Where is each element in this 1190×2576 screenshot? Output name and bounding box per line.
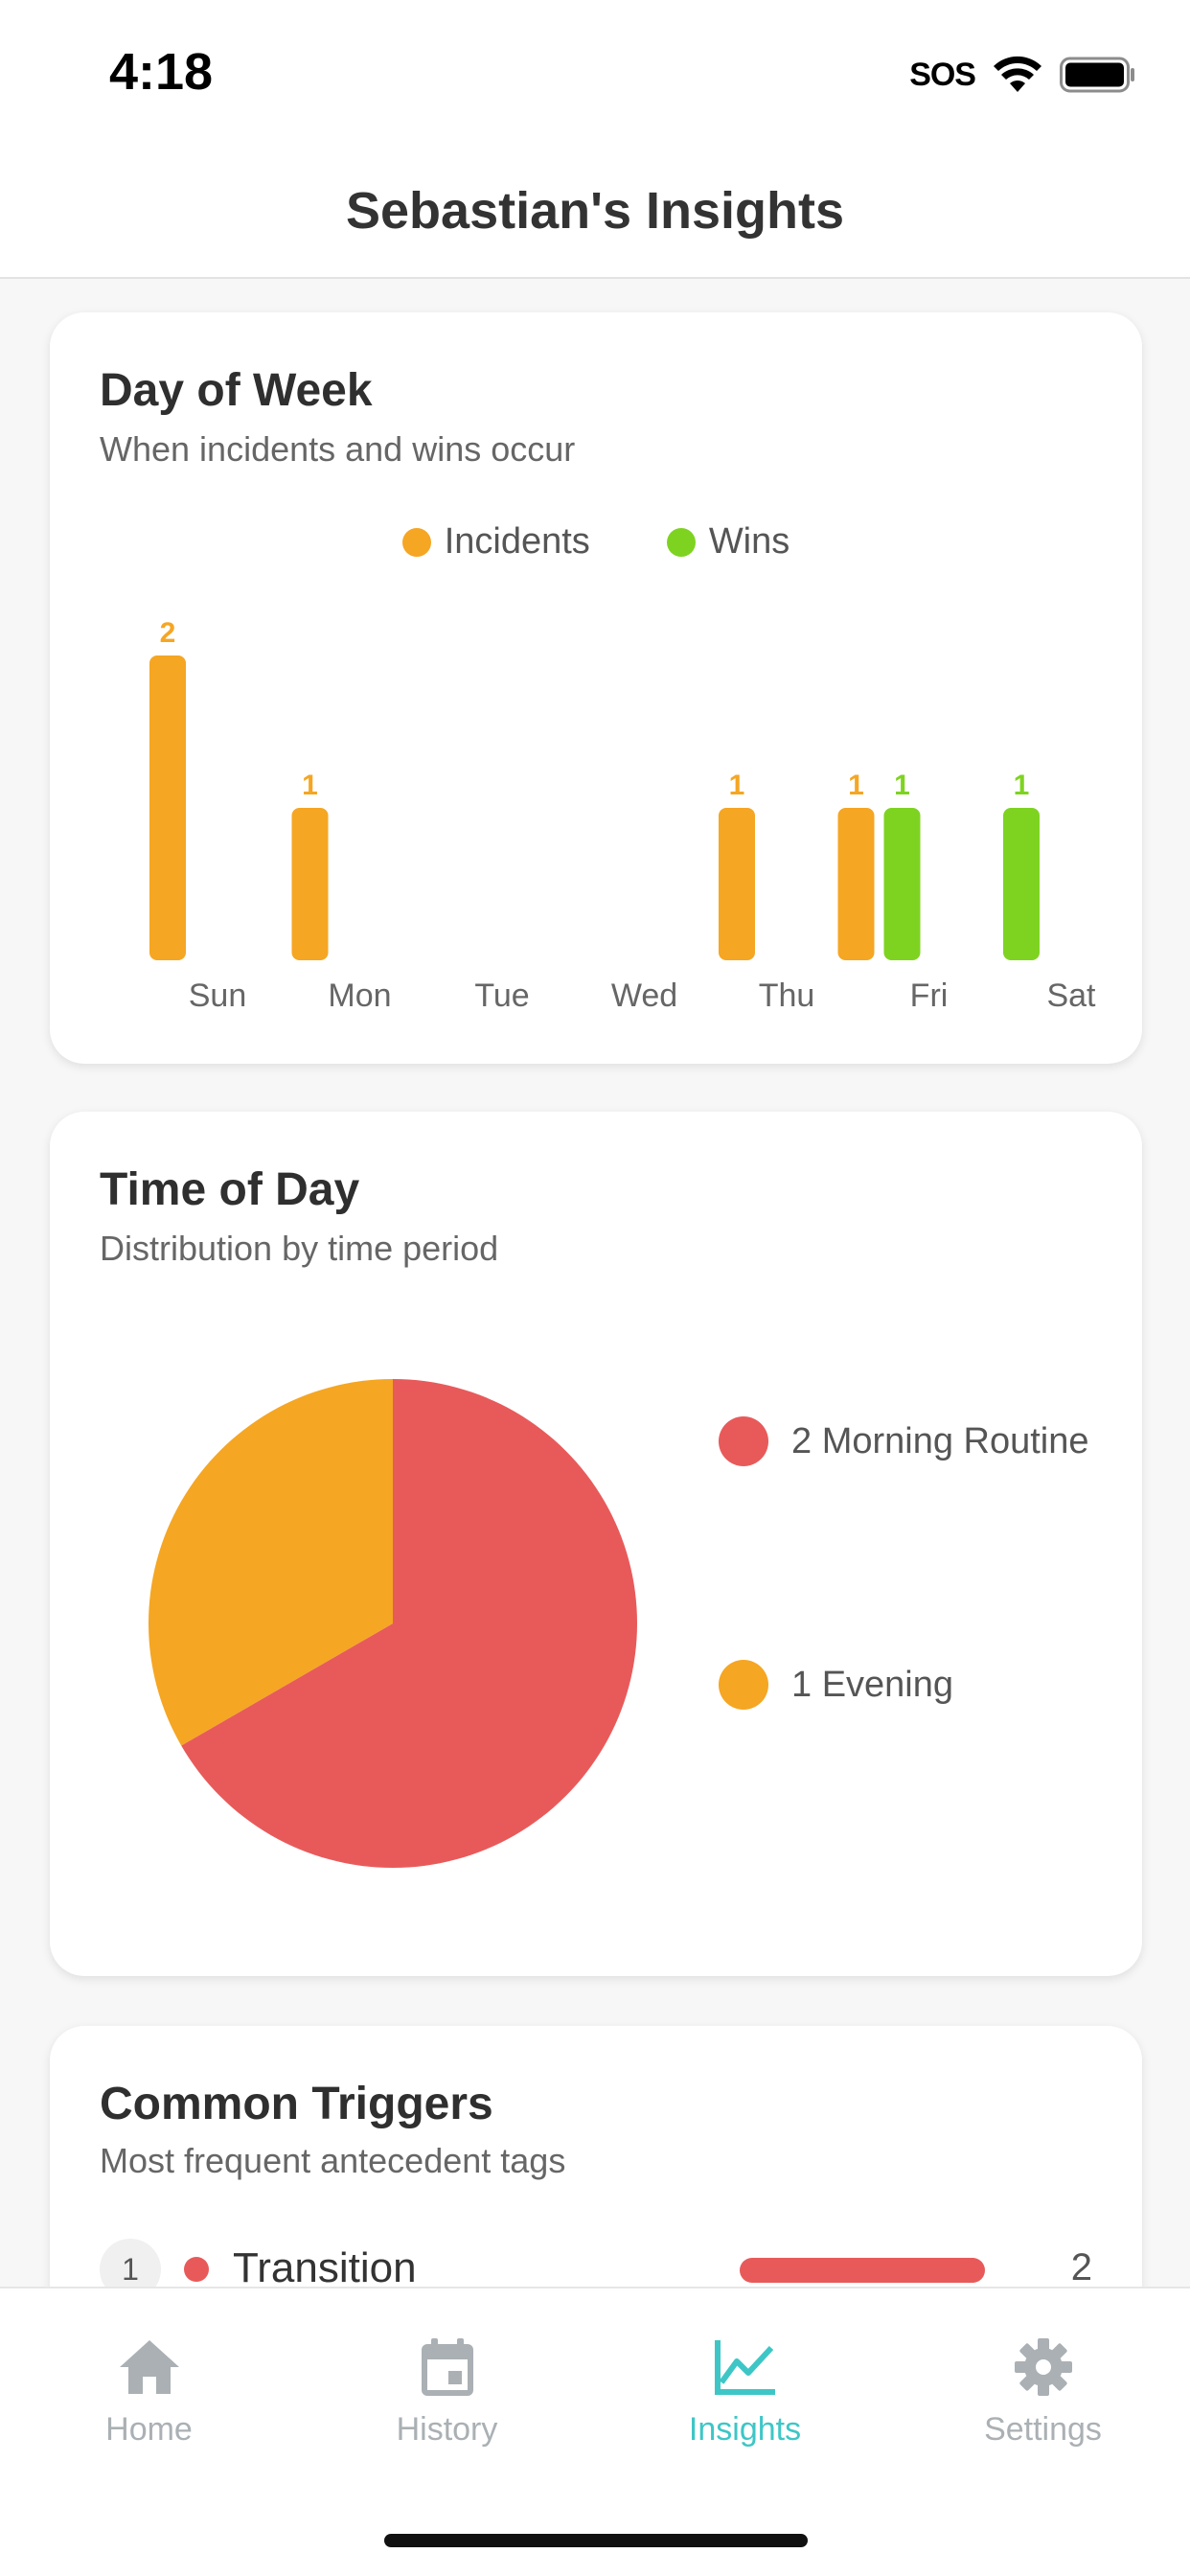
trigger-bar-fill bbox=[740, 2258, 985, 2283]
gear-icon bbox=[1014, 2338, 1072, 2396]
trigger-list-item[interactable]: 1 Transition 2 bbox=[50, 2231, 1142, 2308]
home-icon bbox=[119, 2340, 179, 2394]
status-time: 4:18 bbox=[109, 43, 214, 101]
tab-settings[interactable]: Settings bbox=[894, 2336, 1190, 2449]
bar-value-label: 2 bbox=[160, 617, 176, 649]
home-indicator bbox=[384, 2534, 808, 2547]
time-of-day-title: Time of Day bbox=[100, 1164, 360, 1215]
time-of-day-subtitle: Distribution by time period bbox=[100, 1229, 499, 1268]
page-header: Sebastian's Insights bbox=[0, 144, 1190, 279]
page-title: Sebastian's Insights bbox=[346, 181, 844, 240]
tab-bar: Home History Insights bbox=[0, 2287, 1190, 2576]
status-bar: 4:18 SOS bbox=[0, 0, 1190, 144]
sos-indicator: SOS bbox=[909, 56, 976, 93]
x-tick-wed: Wed bbox=[611, 978, 677, 1014]
morning-dot bbox=[719, 1416, 768, 1466]
x-tick-sat: Sat bbox=[1046, 978, 1096, 1014]
day-of-week-card: Day of Week When incidents and wins occu… bbox=[50, 312, 1142, 1064]
evening-dot bbox=[719, 1660, 768, 1710]
bar-incidents-thu bbox=[719, 808, 755, 960]
day-of-week-subtitle: When incidents and wins occur bbox=[100, 429, 576, 469]
common-triggers-subtitle: Most frequent antecedent tags bbox=[100, 2141, 566, 2180]
legend-wins-label: Wins bbox=[708, 521, 790, 562]
bar-incidents-sun bbox=[149, 656, 186, 960]
tab-home-label: Home bbox=[105, 2411, 193, 2448]
bar-value-label: 1 bbox=[302, 770, 318, 801]
legend-incidents: Incidents bbox=[401, 521, 590, 563]
pie-legend-morning: 2 Morning Routine bbox=[719, 1416, 1142, 1466]
status-icons: SOS bbox=[909, 54, 1136, 96]
pie-legend-evening-label: 1 Evening bbox=[791, 1664, 954, 1705]
bar-incidents-fri bbox=[837, 808, 875, 960]
pie-slice-1 bbox=[148, 1379, 393, 1746]
x-tick-tue: Tue bbox=[474, 978, 529, 1014]
pie-legend-evening: 1 Evening bbox=[719, 1660, 1142, 1710]
tab-insights-label: Insights bbox=[688, 2411, 802, 2448]
chart-line-icon bbox=[714, 2340, 775, 2395]
wifi-icon bbox=[994, 56, 1041, 92]
trigger-count: 2 bbox=[1070, 2246, 1092, 2288]
calendar-icon bbox=[421, 2338, 473, 2396]
x-tick-sun: Sun bbox=[189, 978, 247, 1014]
tab-settings-label: Settings bbox=[984, 2411, 1102, 2448]
legend-wins: Wins bbox=[666, 521, 790, 563]
battery-icon bbox=[1060, 57, 1134, 93]
x-tick-thu: Thu bbox=[759, 978, 815, 1014]
trigger-dot bbox=[184, 2257, 209, 2282]
bar-wins-fri bbox=[883, 808, 921, 960]
trigger-bar-track bbox=[740, 2258, 985, 2283]
tab-home[interactable]: Home bbox=[0, 2336, 298, 2449]
bar-wins-sat bbox=[1003, 808, 1040, 960]
x-tick-mon: Mon bbox=[328, 978, 391, 1014]
day-of-week-legend: Incidents Wins bbox=[50, 521, 1142, 563]
incidents-dot bbox=[401, 527, 431, 557]
tab-insights[interactable]: Insights bbox=[596, 2336, 894, 2449]
tab-history-label: History bbox=[396, 2411, 498, 2448]
x-tick-fri: Fri bbox=[910, 978, 949, 1014]
bar-value-label: 1 bbox=[1014, 770, 1030, 801]
pie-slice-0 bbox=[181, 1379, 637, 1868]
time-of-day-card: Time of Day Distribution by time period … bbox=[50, 1112, 1142, 1976]
bar-value-label: 1 bbox=[729, 770, 745, 801]
tab-history[interactable]: History bbox=[298, 2336, 596, 2449]
wins-dot bbox=[666, 527, 696, 557]
common-triggers-title: Common Triggers bbox=[100, 2079, 493, 2129]
legend-incidents-label: Incidents bbox=[444, 521, 590, 562]
bar-value-label: 1 bbox=[894, 770, 910, 801]
time-of-day-pie-chart bbox=[148, 1379, 637, 1868]
bar-value-label: 1 bbox=[848, 770, 864, 801]
bar-incidents-mon bbox=[291, 808, 329, 960]
trigger-label: Transition bbox=[233, 2244, 417, 2291]
day-of-week-title: Day of Week bbox=[100, 365, 373, 416]
pie-legend-morning-label: 2 Morning Routine bbox=[791, 1420, 1089, 1461]
